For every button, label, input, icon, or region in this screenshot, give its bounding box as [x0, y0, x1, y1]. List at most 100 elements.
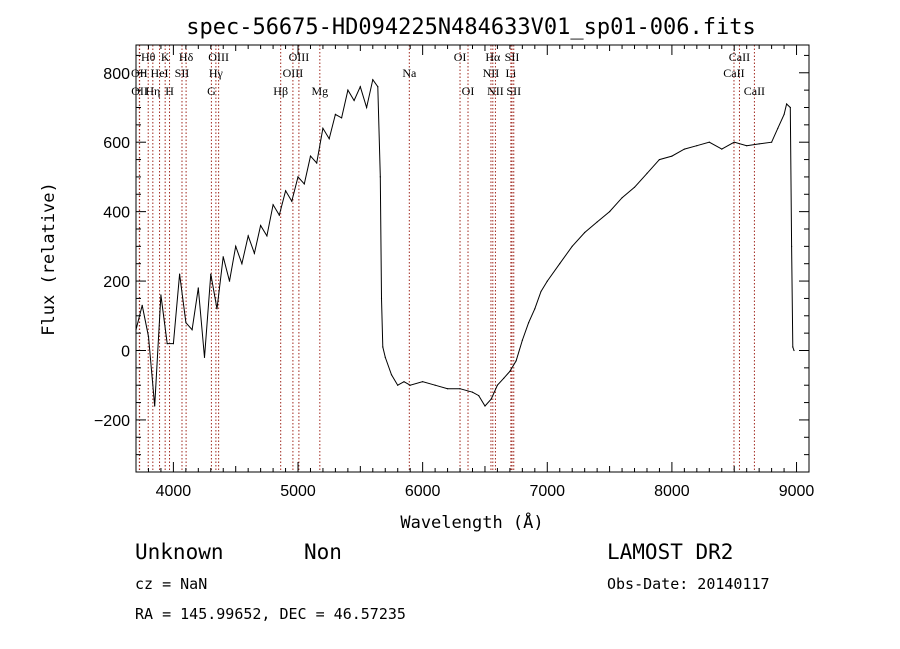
- spectrum-point: [409, 384, 411, 386]
- coordinates-readout: RA = 145.99652, DEC = 46.57235: [135, 605, 406, 623]
- spectrum-point: [521, 339, 524, 341]
- spectral-line-label: NII: [483, 66, 500, 80]
- spectrum-point: [222, 256, 224, 258]
- spectrum-point: [559, 263, 561, 265]
- survey-name: LAMOST DR2: [607, 540, 733, 564]
- spectrum-point: [671, 155, 673, 157]
- spectrum-point: [758, 143, 760, 145]
- y-axis-label: Flux (relative): [39, 182, 59, 336]
- chart-title: spec-56675-HD094225N484633V01_sp01-006.f…: [186, 15, 756, 40]
- spectrum-point: [471, 391, 474, 393]
- x-tick-label: 9000: [779, 483, 815, 500]
- spectrum-point: [534, 308, 536, 310]
- spectral-line-label: G: [207, 84, 216, 98]
- spectrum-point: [546, 280, 548, 282]
- spectrum-point: [390, 374, 393, 376]
- spectrum-point: [160, 294, 162, 296]
- spectral-line-label: Hθ: [141, 50, 156, 64]
- spectrum-point: [783, 113, 785, 115]
- spectrum-point: [646, 172, 648, 174]
- spectrum-point: [359, 86, 361, 88]
- x-axis-label: Wavelength (Å): [400, 511, 543, 533]
- y-tick-label: 0: [121, 343, 130, 360]
- y-tick-label: −200: [94, 413, 130, 430]
- spectrum-point: [746, 145, 748, 147]
- spectrum-point: [210, 273, 212, 275]
- spectrum-point: [278, 214, 280, 216]
- x-tick-label: 8000: [654, 483, 690, 500]
- spectrum-point: [172, 343, 174, 345]
- spectrum-point: [791, 245, 793, 247]
- spectrum-point: [228, 280, 231, 282]
- spectrum-point: [285, 190, 287, 192]
- spectrum-point: [584, 231, 586, 234]
- spectral-line-label: HeI: [151, 66, 169, 80]
- spectral-line-label: OI: [462, 84, 475, 98]
- spectral-line-label: Hα: [485, 50, 501, 64]
- spectrum-point: [147, 336, 150, 338]
- spectrum-point: [297, 176, 299, 178]
- spectrum-point: [490, 398, 492, 400]
- y-tick-label: 400: [103, 205, 130, 222]
- spectrum-point: [733, 141, 735, 143]
- spectral-line-label: OIII: [289, 50, 310, 64]
- spectrum-point: [216, 308, 218, 310]
- spectrum-point: [272, 204, 274, 206]
- spectrum-point: [571, 245, 573, 247]
- spectrum-point: [266, 235, 268, 237]
- spectrum-point: [379, 176, 381, 178]
- spectrum-point: [179, 273, 181, 275]
- spectrum-point: [793, 349, 795, 352]
- obs-date: Obs-Date: 20140117: [607, 575, 770, 593]
- spectrum-point: [596, 221, 598, 223]
- spectrum-point: [303, 183, 305, 185]
- spectrum-point: [185, 322, 187, 324]
- spectrum-point: [260, 224, 262, 227]
- x-tick-label: 6000: [405, 483, 441, 500]
- spectral-line-label: K: [161, 50, 170, 64]
- spectrum-point: [154, 405, 156, 407]
- spectrum-point: [459, 388, 461, 390]
- spectrum-point: [683, 148, 686, 150]
- spectrum-point: [789, 106, 791, 109]
- spectrum-point: [422, 381, 424, 383]
- spectral-line-label: Hγ: [209, 66, 224, 80]
- spectrum-point: [509, 370, 511, 372]
- x-tick-label: 7000: [529, 483, 565, 500]
- spectral-line-label: SII: [505, 50, 520, 64]
- spectrum-point: [291, 200, 293, 202]
- spectrum-point: [528, 322, 530, 324]
- spectrum-point: [708, 141, 710, 143]
- spectrum-point: [247, 235, 249, 237]
- spectrum-point: [496, 384, 498, 386]
- spectrum-point: [633, 186, 636, 188]
- spectral-line-label: H: [165, 84, 174, 98]
- spectral-line-markers: [138, 45, 755, 472]
- spectrum-point: [609, 211, 611, 213]
- spectrum-point: [382, 346, 384, 348]
- spectral-line-label: CaII: [744, 84, 765, 98]
- spectrum-point: [328, 138, 330, 140]
- spectrum-point: [347, 89, 349, 91]
- plot-frame: [135, 44, 810, 473]
- spectral-line-label: Hη: [145, 84, 160, 98]
- spectral-line-label: Li: [506, 66, 517, 80]
- x-tick-label: 4000: [156, 483, 192, 500]
- x-axis-ticks: 4000 5000 6000 7000 8000 9000: [147, 45, 815, 500]
- spectrum-point: [792, 346, 794, 348]
- spectrum-point: [696, 145, 698, 147]
- spectral-line-label: OIII: [208, 50, 229, 64]
- spectral-line-label: NII: [487, 84, 504, 98]
- x-tick-label: 5000: [280, 483, 316, 500]
- spectral-line-label: CaII: [723, 66, 744, 80]
- spectrum-point: [397, 384, 399, 386]
- y-tick-label: 600: [103, 135, 130, 152]
- spectrum-point: [241, 263, 243, 265]
- y-tick-label: 800: [103, 66, 130, 83]
- spectrum-point: [316, 162, 318, 164]
- spectrum-point: [353, 99, 355, 102]
- spectral-line-label: SII: [175, 66, 190, 80]
- spectrum-point: [484, 405, 486, 407]
- object-subclass: Non: [304, 540, 342, 564]
